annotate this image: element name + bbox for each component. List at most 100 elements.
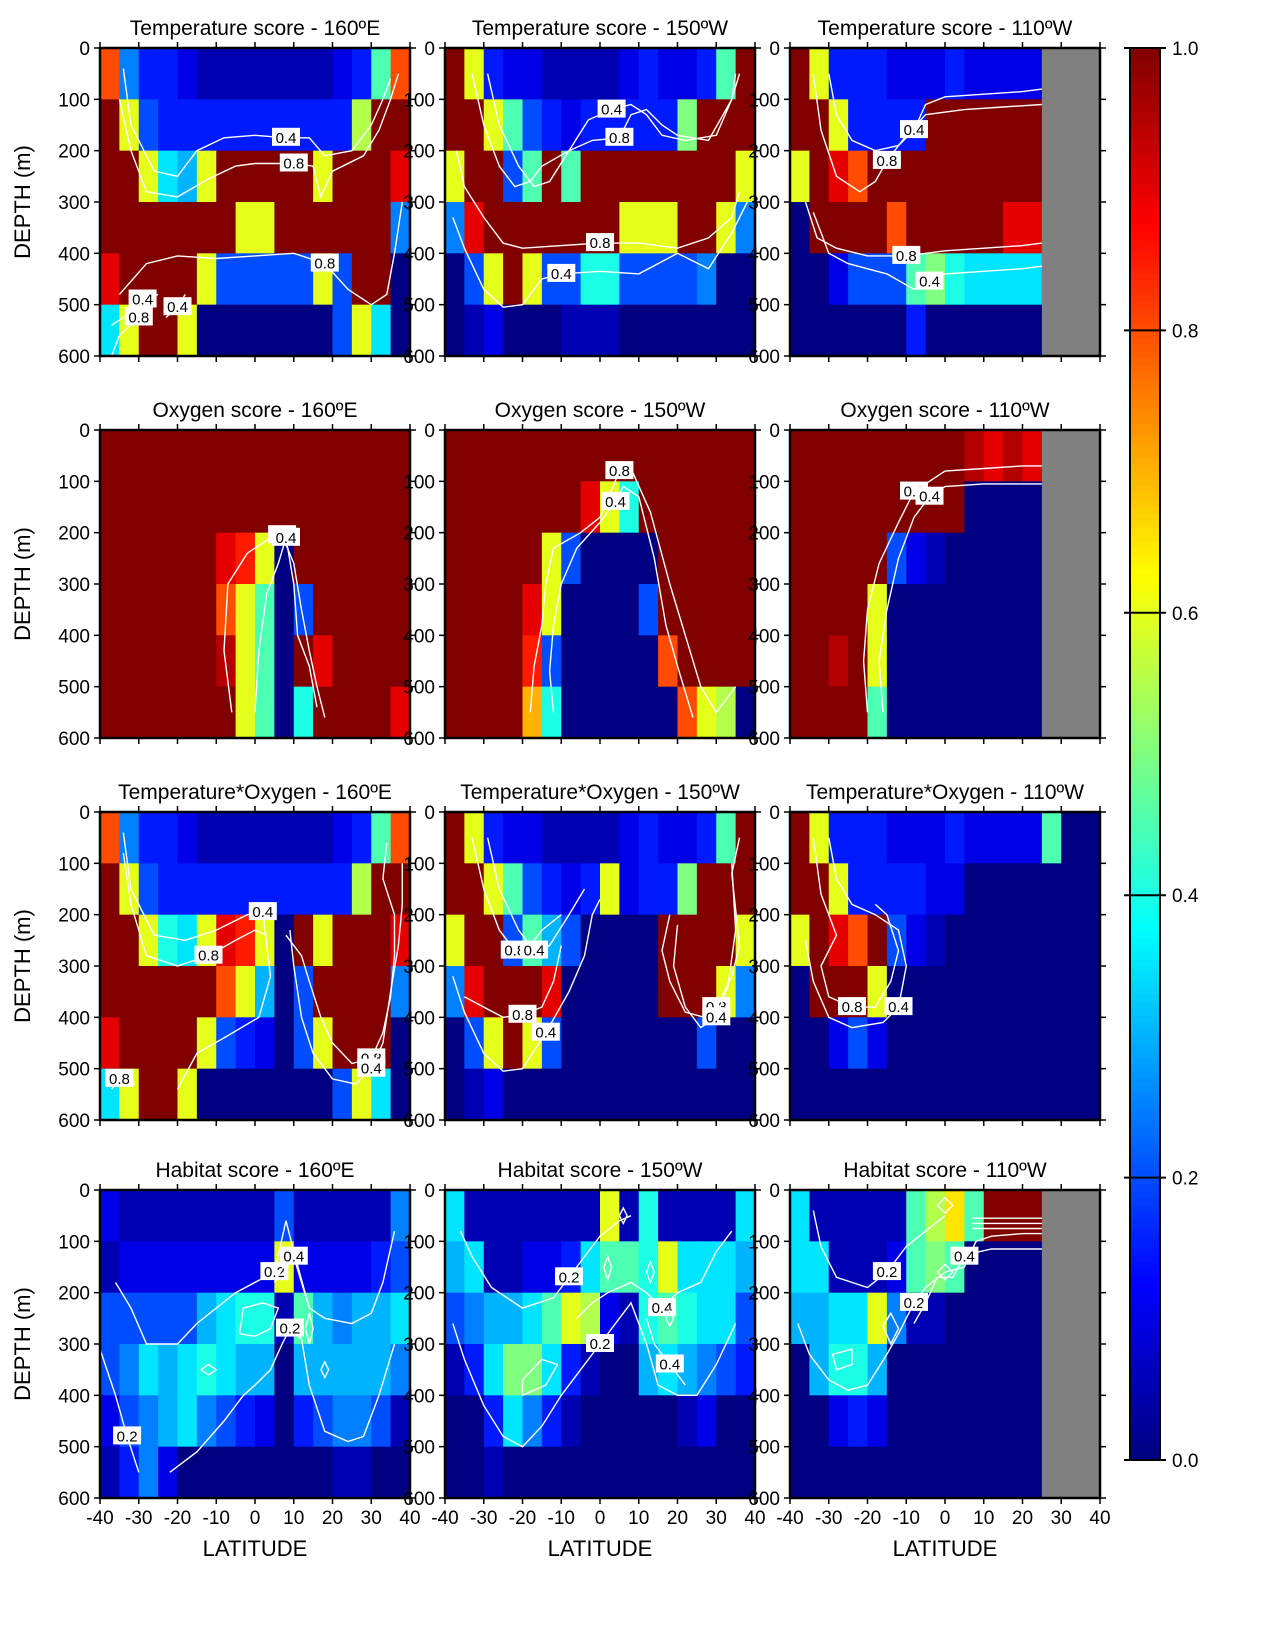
- colorbar-segment: [1130, 782, 1160, 790]
- heatmap-cell: [658, 532, 678, 585]
- heatmap-cell: [1022, 1344, 1043, 1396]
- heatmap-cell: [332, 812, 353, 864]
- heatmap-cell: [867, 1190, 888, 1242]
- heatmap-cell: [313, 532, 333, 585]
- colorbar-segment: [1130, 923, 1160, 932]
- colorbar-segment: [1130, 612, 1160, 621]
- heatmap-cell: [848, 202, 868, 254]
- heatmap-cell: [867, 48, 888, 100]
- heatmap-cell: [696, 1292, 717, 1345]
- heatmap-cell: [906, 1068, 927, 1121]
- heatmap-cell: [828, 584, 849, 636]
- colorbar-segment: [1130, 69, 1160, 77]
- heatmap-cell: [138, 150, 159, 203]
- heatmap-cell: [235, 532, 256, 585]
- heatmap-cell: [964, 863, 985, 916]
- heatmap-cell: [371, 1190, 392, 1242]
- heatmap-cell: [445, 812, 465, 864]
- heatmap-cell: [696, 914, 717, 967]
- contour-label: 0.4: [915, 271, 944, 291]
- panel-title: Temperature score - 150ºW: [472, 17, 728, 40]
- heatmap-cell: [196, 1344, 217, 1396]
- heatmap-cell: [1003, 48, 1023, 100]
- heatmap-cell: [925, 1395, 946, 1448]
- heatmap-cell: [716, 635, 737, 688]
- heatmap-cell: [390, 635, 411, 688]
- contour-line: [665, 1309, 675, 1328]
- heatmap-cell: [177, 863, 198, 916]
- y-tick-label: 300: [403, 1335, 435, 1356]
- heatmap-cell: [638, 863, 659, 916]
- heatmap-cells: [790, 1190, 1101, 1499]
- heatmap-cell: [216, 48, 237, 100]
- heatmap-cell: [541, 304, 562, 357]
- heatmap-cell: [216, 1395, 237, 1448]
- heatmap-cell: [638, 99, 659, 152]
- y-tick-label: 100: [748, 472, 780, 493]
- heatmap-cell: [735, 812, 756, 864]
- heatmap-cell: [196, 532, 217, 585]
- heatmap-cell: [906, 150, 927, 203]
- heatmap-cell: [541, 48, 562, 100]
- heatmap-cell: [906, 1395, 927, 1448]
- heatmap-cell: [138, 1241, 159, 1294]
- heatmap-cell: [503, 1292, 523, 1345]
- heatmap-cell: [867, 686, 888, 739]
- heatmap-cell: [138, 812, 159, 864]
- heatmap-cell: [848, 1241, 868, 1294]
- heatmap-cell: [522, 1241, 543, 1294]
- contour-label-box: [597, 99, 626, 118]
- heatmap-cell: [445, 1190, 465, 1242]
- heatmap-cell: [119, 584, 140, 636]
- heatmap-cell: [177, 1190, 198, 1242]
- heatmap-cell: [809, 1017, 830, 1070]
- y-tick-label: 300: [403, 957, 435, 978]
- heatmap-cell: [464, 584, 485, 636]
- heatmap-cell: [600, 966, 620, 1018]
- colorbar: 0.00.20.40.60.81.0: [1124, 39, 1199, 1472]
- colorbar-segment: [1130, 1375, 1160, 1383]
- heatmap-cell: [313, 1395, 333, 1448]
- heatmap-cell: [255, 1395, 275, 1448]
- y-tick-label: 400: [403, 626, 435, 647]
- heatmap-cell: [235, 1017, 256, 1070]
- heatmap-cell: [119, 1446, 140, 1499]
- heatmap-cell: [735, 1344, 756, 1396]
- heatmap-cell: [580, 635, 601, 688]
- heatmap-cell: [177, 1395, 198, 1448]
- y-tick-label: 300: [748, 1335, 780, 1356]
- heatmap-cell: [809, 304, 830, 357]
- heatmap-cell: [925, 1190, 946, 1242]
- heatmap-cell: [809, 1344, 830, 1396]
- heatmap-cell: [177, 1446, 198, 1499]
- colorbar-segment: [1130, 845, 1160, 854]
- heatmap-cell: [638, 1068, 659, 1121]
- contour-line: [304, 1313, 314, 1345]
- y-tick-label: 400: [403, 1386, 435, 1407]
- heatmap-cell: [445, 966, 465, 1018]
- heatmap-cell: [503, 686, 523, 739]
- heatmap-cell: [716, 150, 737, 203]
- heatmap-cell: [100, 914, 120, 967]
- heatmap-cell: [255, 1292, 275, 1345]
- heatmap-cell: [925, 1017, 946, 1070]
- heatmap-cell: [332, 1068, 353, 1121]
- heatmap-cell: [716, 1446, 737, 1499]
- heatmap-cell: [561, 863, 582, 916]
- contour-label-text: 0.4: [252, 904, 273, 921]
- heatmap-cell: [445, 481, 465, 534]
- heatmap-cell: [1003, 253, 1023, 306]
- contour-label-box: [605, 461, 634, 480]
- colorbar-segment: [1130, 789, 1160, 797]
- heatmap-cell: [828, 863, 849, 916]
- contour-label-box: [915, 486, 944, 505]
- heatmap-cell: [522, 1395, 543, 1448]
- heatmap-cell: [503, 304, 523, 357]
- heatmap-cell: [351, 966, 372, 1018]
- heatmap-cell: [867, 812, 888, 864]
- colorbar-segment: [1130, 146, 1160, 155]
- contour-label-box: [279, 153, 308, 172]
- heatmap-cell: [619, 1395, 640, 1448]
- contour-label: 0.4: [279, 1246, 308, 1266]
